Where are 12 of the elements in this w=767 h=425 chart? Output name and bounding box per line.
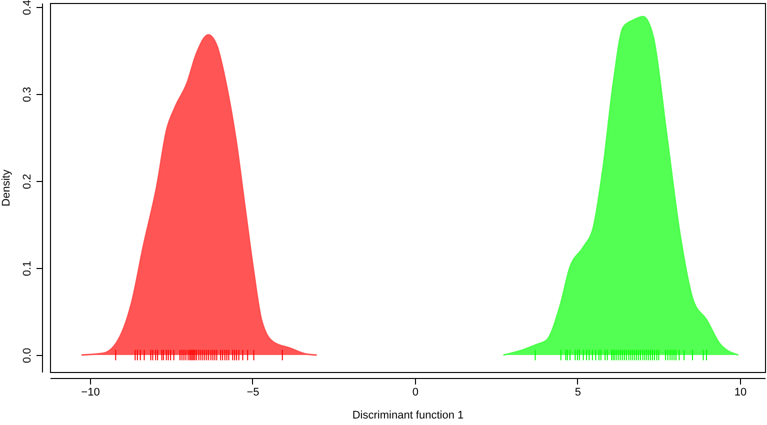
x-tick-label: −5	[246, 386, 260, 398]
y-tick-label: 0.1	[22, 260, 34, 276]
y-tick-label: 0.4	[22, 0, 34, 16]
y-tick-label: 0.2	[22, 174, 34, 190]
x-axis-title: Discriminant function 1	[352, 410, 464, 422]
x-tick-label: 5	[574, 386, 582, 398]
x-tick-label: −10	[81, 386, 100, 398]
y-axis-title: Density	[0, 169, 12, 206]
x-tick-label: 0	[412, 386, 419, 398]
y-tick-label: 0.0	[22, 348, 34, 364]
x-tick-label: 10	[734, 386, 747, 398]
y-tick-label: 0.3	[22, 86, 34, 102]
